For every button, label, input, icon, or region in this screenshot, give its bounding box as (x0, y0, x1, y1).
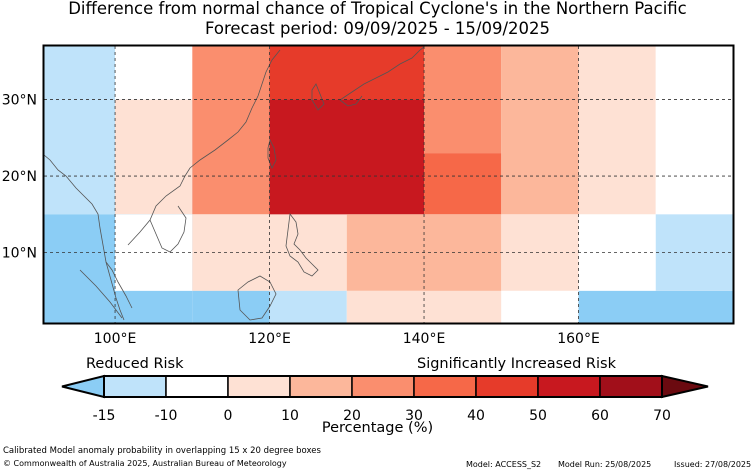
grid-cell (578, 290, 733, 323)
grid-cell (501, 46, 579, 215)
lon-label: 120°E (248, 331, 291, 347)
colorbar-tick-label: 20 (343, 408, 361, 424)
colorbar-tick-label: 70 (653, 408, 671, 424)
lon-label: 160°E (557, 331, 600, 347)
colorbar-segment (599, 375, 663, 398)
footer-issued: Issued: 27/08/2025 (674, 460, 752, 469)
coastline (43, 46, 425, 321)
grid-cell (44, 46, 116, 100)
grid-cell (578, 46, 656, 215)
colorbar-segment (227, 375, 291, 398)
colorbar-tick-label: 40 (467, 408, 485, 424)
latitude-labels: 30°N 20°N 10°N (2, 93, 37, 262)
colorbar-tick-label: 60 (591, 408, 609, 424)
colorbar-segment (413, 375, 477, 398)
grid-cell (115, 46, 193, 100)
colorbar-tick-label: -15 (93, 408, 116, 424)
grid-cell (115, 99, 193, 215)
grid-cell (269, 99, 425, 215)
title-line-1: Difference from normal chance of Tropica… (68, 0, 687, 18)
colorbar-tick-label: 0 (224, 408, 233, 424)
lon-label: 100°E (94, 331, 137, 347)
footer-note: Calibrated Model anomaly probability in … (3, 446, 321, 456)
colorbar-segment (537, 375, 601, 398)
colorbar-segment (351, 375, 415, 398)
increased-risk-label: Significantly Increased Risk (417, 356, 616, 372)
lat-label: 30°N (2, 93, 37, 109)
colorbar-min-extension (61, 374, 105, 399)
footer-model: Model: ACCESS_S2 (466, 460, 542, 469)
title-line-2: Forecast period: 09/09/2025 - 15/09/2025 (204, 19, 551, 38)
colorbar-segment (165, 375, 229, 398)
footer-model-run: Model Run: 25/08/2025 (558, 460, 652, 469)
reduced-risk-label: Reduced Risk (86, 356, 184, 372)
grid-cell (424, 153, 502, 215)
colorbar: -15 -10 0 10 20 30 40 50 60 70 (61, 374, 709, 424)
grid-cell (269, 46, 425, 100)
lat-label: 10°N (2, 246, 37, 262)
colorbar-max-extension (661, 374, 709, 399)
grid-cell (501, 290, 579, 323)
grid-cell (269, 290, 347, 323)
colorbar-units: Percentage (%) (321, 420, 434, 436)
grid-cell (192, 290, 270, 323)
map-frame (42, 44, 735, 325)
footer-copyright: © Commonwealth of Australia 2025, Austra… (3, 459, 287, 468)
colorbar-tick-label: 30 (405, 408, 423, 424)
lon-label: 140°E (403, 331, 446, 347)
lat-label: 20°N (2, 169, 37, 185)
grid-cell (655, 46, 733, 215)
colorbar-outline (103, 375, 663, 398)
colorbar-tick-label: 10 (281, 408, 299, 424)
colorbar-segment (103, 375, 167, 398)
grid-cell (192, 46, 270, 215)
map-grid-cells (44, 46, 733, 323)
colorbar-tick-label: -10 (155, 408, 178, 424)
colorbar-segment (289, 375, 353, 398)
colorbar-segment (475, 375, 539, 398)
colorbar-tick-label: 50 (529, 408, 547, 424)
longitude-labels: 100°E 120°E 140°E 160°E (94, 331, 600, 347)
graticule (44, 46, 733, 323)
